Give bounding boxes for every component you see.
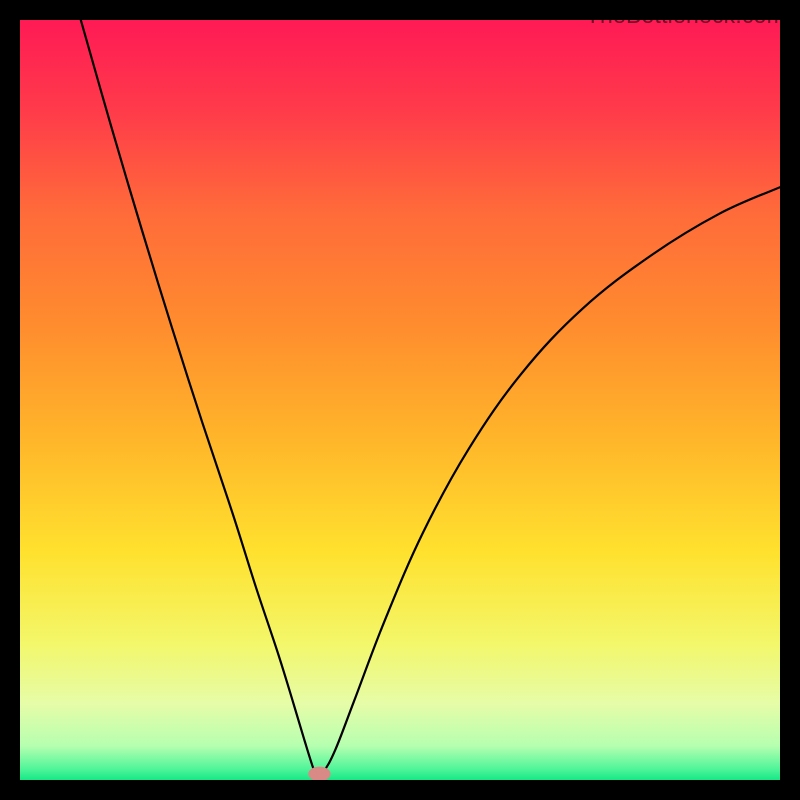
plot-area — [20, 20, 780, 780]
bottleneck-chart — [20, 20, 780, 780]
gradient-background — [20, 20, 780, 780]
watermark-text: TheBottleneck.com — [586, 2, 786, 29]
optimal-point-marker — [309, 767, 330, 780]
chart-frame: TheBottleneck.com — [0, 0, 800, 800]
